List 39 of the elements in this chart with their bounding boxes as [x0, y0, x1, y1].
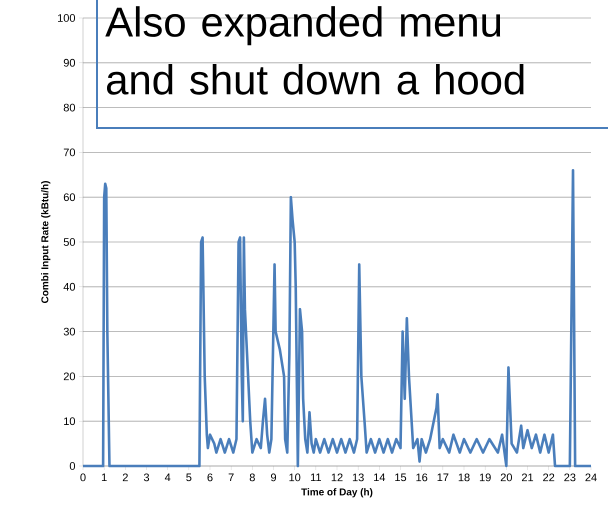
- x-tick-label: 9: [270, 474, 276, 482]
- y-tick-label: 80: [64, 104, 76, 112]
- x-tick-label: 0: [80, 474, 86, 482]
- x-tick-label: 5: [186, 474, 192, 482]
- y-tick-label: 30: [64, 328, 76, 336]
- x-tick-label: 4: [164, 474, 170, 482]
- y-tick-label: 10: [64, 417, 76, 426]
- x-tick-label: 8: [250, 474, 255, 482]
- y-tick-label: 60: [64, 193, 76, 202]
- x-tick-label: 12: [332, 474, 343, 482]
- x-tick-label: 15: [395, 474, 406, 482]
- x-tick-label: 7: [228, 474, 234, 482]
- x-tick-label: 14: [374, 474, 386, 482]
- x-tick-label: 16: [416, 474, 428, 482]
- x-tick-label: 6: [208, 474, 213, 482]
- x-tick-label: 13: [352, 474, 364, 482]
- x-tick-label: 2: [122, 474, 128, 482]
- x-tick-label: 22: [543, 474, 554, 482]
- x-tick-label: 10: [289, 474, 300, 482]
- y-tick-label: 40: [64, 282, 76, 291]
- y-tick-label: 70: [64, 148, 76, 156]
- x-tick-label: 3: [144, 474, 150, 482]
- x-tick-label: 19: [480, 474, 491, 482]
- y-tick-label: 100: [58, 14, 76, 22]
- x-tick-label: 20: [500, 474, 512, 482]
- x-axis-title: Time of Day (h): [301, 488, 372, 498]
- y-tick-label: 90: [64, 58, 76, 67]
- x-tick-label: 17: [438, 474, 448, 482]
- x-tick-label: 24: [585, 474, 597, 482]
- x-tick-label: 18: [458, 474, 470, 482]
- y-tick-label: 0: [70, 462, 76, 470]
- x-tick-label: 1: [102, 474, 107, 482]
- x-tick-label: 23: [564, 474, 576, 482]
- y-axis-title: Combi Input Rate (kBtu/h): [41, 181, 50, 304]
- x-tick-label: 11: [310, 474, 321, 482]
- y-tick-label: 50: [64, 238, 76, 246]
- annotation: Also expanded menu and shut down a hood: [105, 6, 524, 95]
- y-tick-label: 20: [64, 372, 76, 380]
- x-tick-label: 21: [522, 474, 534, 482]
